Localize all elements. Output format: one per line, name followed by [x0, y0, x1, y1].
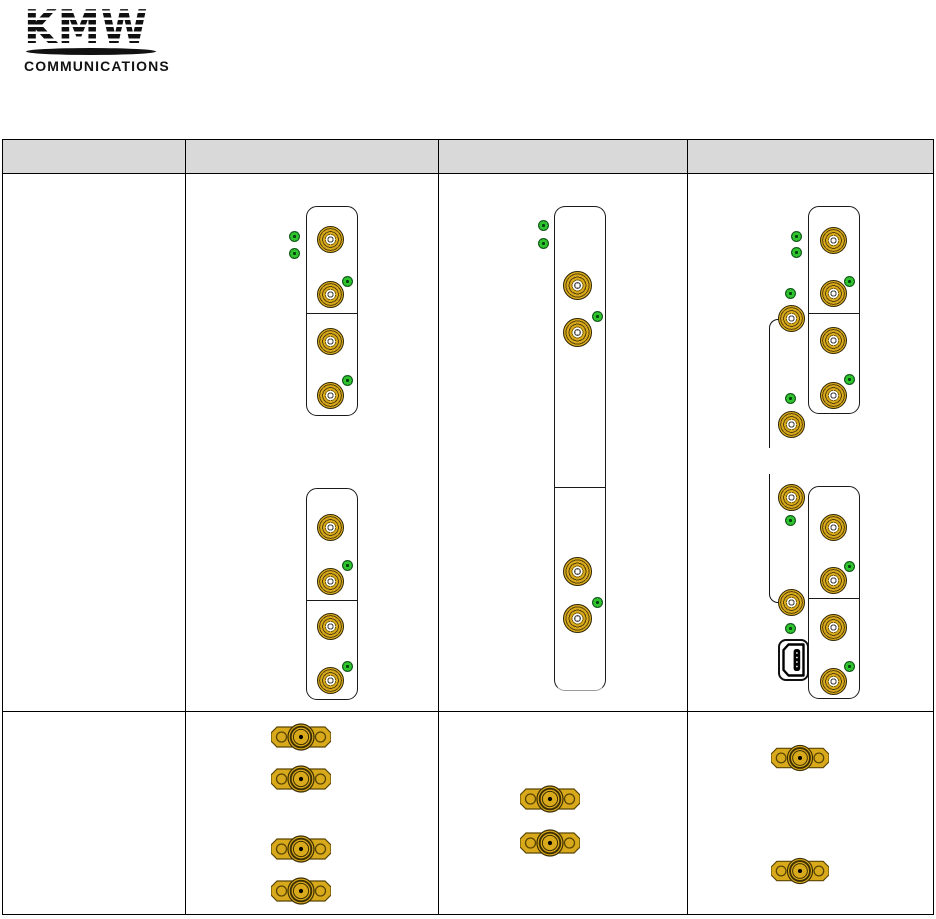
- led-indicator: [592, 311, 603, 322]
- sma-flange-top-view: [271, 877, 331, 905]
- rf-port: [563, 271, 592, 300]
- rf-port: [778, 589, 805, 616]
- panel-divider: [809, 313, 859, 314]
- rf-port: [778, 484, 805, 511]
- led-indicator: [785, 288, 796, 299]
- logo-stripe-overlay: [24, 6, 160, 46]
- figure-cell-front-view-a: [186, 174, 439, 712]
- led-indicator: [785, 623, 796, 634]
- rf-port: [820, 327, 847, 354]
- cable-bracket: [769, 474, 783, 603]
- figure-cell-connectors-c: [688, 712, 933, 914]
- rf-port: [820, 227, 847, 254]
- rf-port: [317, 382, 344, 409]
- led-indicator: [785, 515, 796, 526]
- led-indicator: [844, 561, 855, 572]
- panel-divider: [555, 487, 605, 488]
- table-header-cell: [439, 140, 688, 174]
- figure-cell-connectors-a: [186, 712, 439, 914]
- rf-port: [563, 604, 592, 633]
- rf-port: [317, 613, 344, 640]
- figure-cell-connectors-b: [439, 712, 688, 914]
- rf-port: [820, 382, 847, 409]
- logo-brand: KMW: [24, 4, 160, 50]
- led-indicator: [289, 231, 300, 242]
- rf-port: [563, 557, 592, 586]
- kmw-logo: KMW COMMUNICATIONS: [24, 4, 174, 74]
- led-indicator: [342, 375, 353, 386]
- rf-port: [317, 568, 344, 595]
- led-indicator: [538, 220, 549, 231]
- rf-port: [820, 514, 847, 541]
- led-indicator: [844, 374, 855, 385]
- rf-port: [563, 318, 592, 347]
- rf-port: [317, 328, 344, 355]
- rf-port: [317, 667, 344, 694]
- panel-divider: [307, 313, 357, 314]
- cable-bracket: [769, 319, 783, 448]
- table-header-cell: [186, 140, 439, 174]
- sma-flange-top-view: [771, 744, 829, 772]
- rf-port: [317, 281, 344, 308]
- row-label-cell: [3, 712, 186, 914]
- led-indicator: [785, 393, 796, 404]
- logo-swoosh: [26, 48, 156, 55]
- panel-divider: [307, 600, 357, 601]
- led-indicator: [289, 248, 300, 259]
- led-indicator: [844, 276, 855, 287]
- table-header-cell: [688, 140, 933, 174]
- logo-tagline-text: COMMUNICATIONS: [24, 58, 170, 74]
- rf-port: [820, 280, 847, 307]
- usb-mini-icon: [782, 643, 805, 677]
- sma-flange-top-view: [271, 765, 331, 793]
- panel-divider: [809, 598, 859, 599]
- led-indicator: [592, 597, 603, 608]
- sma-flange-top-view: [271, 835, 331, 863]
- table-header-cell: [3, 140, 186, 174]
- figure-cell-front-view-b: [439, 174, 688, 712]
- rf-port: [317, 514, 344, 541]
- sma-flange-top-view: [771, 857, 829, 885]
- figure-cell-front-view-c: [688, 174, 933, 712]
- rf-port: [820, 668, 847, 695]
- rf-port: [778, 411, 805, 438]
- led-indicator: [342, 276, 353, 287]
- rf-port: [317, 226, 344, 253]
- led-indicator: [791, 231, 802, 242]
- sma-flange-top-view: [520, 828, 580, 858]
- rf-port: [820, 614, 847, 641]
- sma-flange-top-view: [271, 723, 331, 751]
- led-indicator: [538, 238, 549, 249]
- led-indicator: [342, 661, 353, 672]
- row-label-cell: [3, 174, 186, 712]
- led-indicator: [844, 661, 855, 672]
- rf-port: [820, 567, 847, 594]
- led-indicator: [791, 247, 802, 258]
- usb-mini-port: [778, 639, 809, 681]
- sma-flange-top-view: [520, 784, 580, 814]
- rf-port: [778, 305, 805, 332]
- spec-table: [2, 139, 934, 915]
- led-indicator: [342, 560, 353, 571]
